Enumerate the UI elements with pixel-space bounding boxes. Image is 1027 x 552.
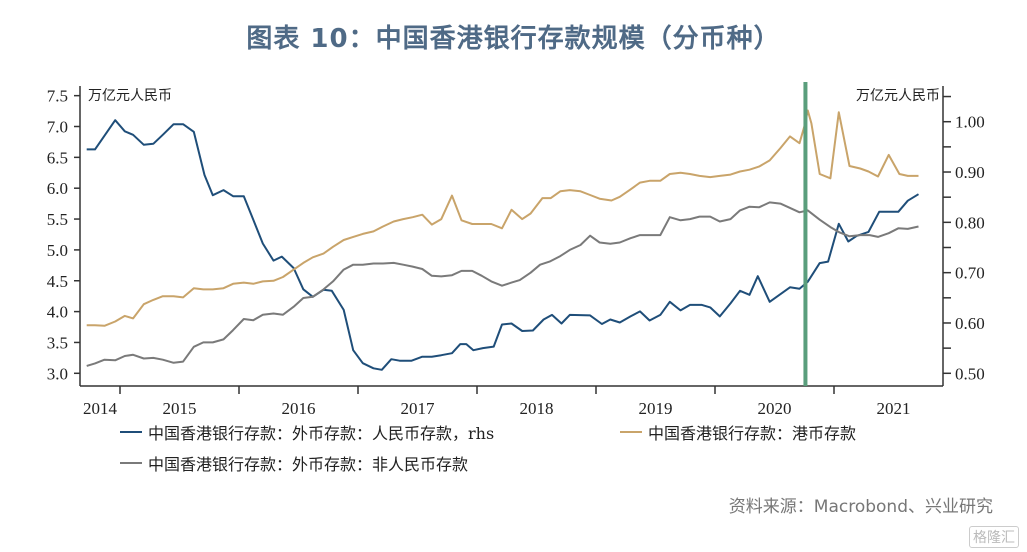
legend-item-hkd: 中国香港银行存款：港币存款 [620,420,856,444]
right-tick-label: 0.90 [955,163,985,182]
watermark-logo: 格隆汇 [969,526,1019,548]
left-tick-label: 7.0 [47,118,68,137]
left-tick-label: 4.0 [47,303,68,322]
series-lines [86,82,920,386]
right-tick-label: 0.70 [955,264,985,283]
left-tick-label: 4.5 [47,272,68,291]
x-tick-label: 2019 [639,399,673,418]
x-tick-label: 2015 [163,399,197,418]
legend-label: 中国香港银行存款：港币存款 [648,424,857,443]
legend-swatch [120,462,142,464]
series-line-2 [86,201,919,367]
legend-swatch [120,431,142,433]
right-axis-unit-label: 万亿元人民币 [856,88,940,104]
legend-item-non-rmb: 中国香港银行存款：外币存款：非人民币存款 [120,451,468,475]
x-tick-label: 2020 [758,399,792,418]
right-tick-label: 0.50 [955,364,985,383]
left-tick-label: 3.5 [47,333,68,352]
left-axis-unit-label: 万亿元人民币 [88,88,172,104]
series-line-0 [86,119,920,371]
right-tick-label: 1.00 [955,113,985,132]
left-tick-label: 5.5 [47,210,68,229]
legend-label: 中国香港银行存款：外币存款：非人民币存款 [148,455,469,474]
left-tick-label: 7.5 [47,87,68,106]
right-tick-label: 0.80 [955,213,985,232]
x-tick-label: 2014 [83,399,118,418]
axes: 3.0 3.5 4.0 4.5 5.0 5.5 6.0 6.5 7.0 7.5 0.50 0.60 0.… [47,86,985,418]
left-tick-label: 6.0 [47,179,68,198]
legend-item-rmb: 中国香港银行存款：外币存款：人民币存款，rhs [120,420,494,444]
x-tick-label: 2017 [401,399,436,418]
left-tick-label: 5.0 [47,241,68,260]
source-note: 资料来源：Macrobond、兴业研究 [728,497,993,517]
legend-swatch [620,431,642,433]
x-tick-label: 2018 [520,399,554,418]
right-tick-label: 0.60 [955,314,985,333]
legend-label: 中国香港银行存款：外币存款：人民币存款，rhs [148,424,495,443]
x-tick-label: 2016 [282,399,316,418]
x-tick-label: 2021 [877,399,911,418]
chart-title: 图表 10：中国香港银行存款规模（分币种） [246,24,781,54]
left-tick-label: 6.5 [47,148,68,167]
left-tick-label: 3.0 [47,364,68,383]
series-line-1 [86,109,919,327]
